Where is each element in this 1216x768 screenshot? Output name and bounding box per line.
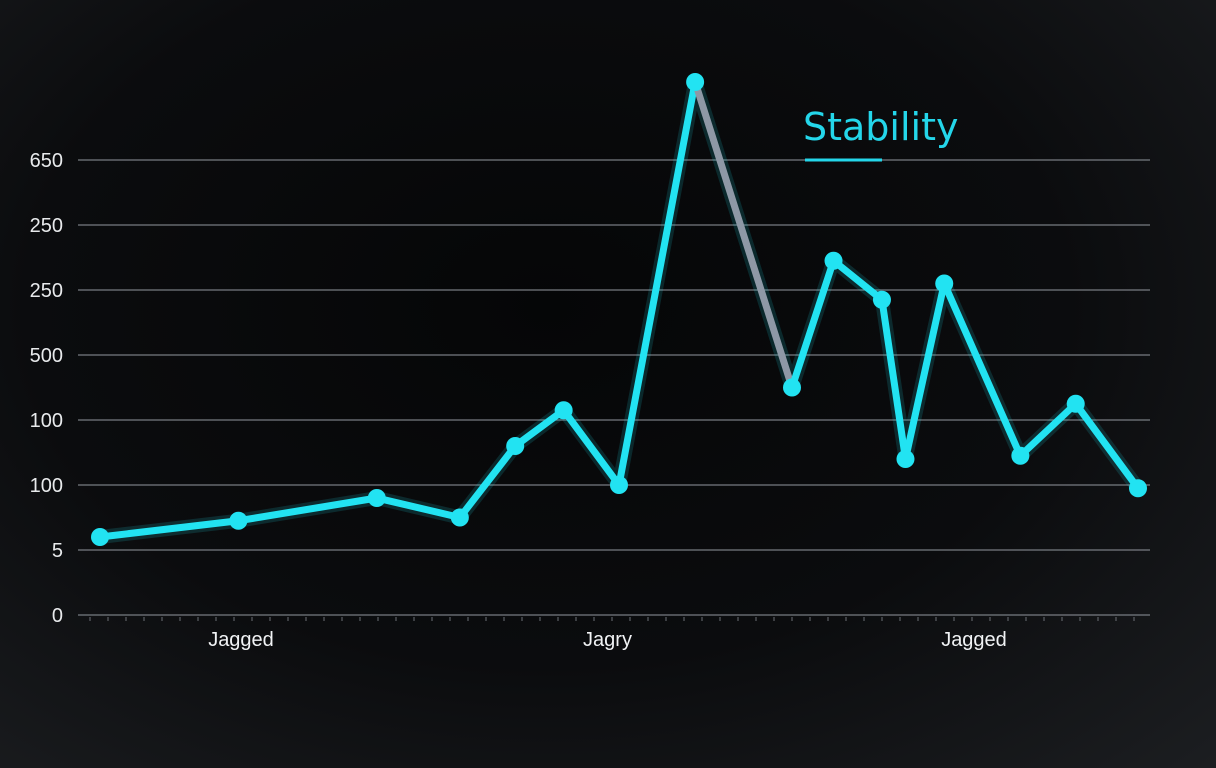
series-lines [93,75,1145,544]
legend: Stability [803,105,959,162]
data-point [686,73,705,91]
y-tick-label: 250 [30,215,63,237]
data-point [450,508,469,527]
series-segment-highlight [691,78,796,391]
series-segment [560,406,623,489]
data-point [1066,394,1085,413]
y-tick-label: 100 [30,410,63,432]
series-segment [878,296,909,463]
data-point [935,274,954,293]
x-axis: Jagged Jagry Jagged [89,617,1135,651]
series-segment [1072,400,1142,492]
x-tick-label: Jagged [208,629,274,651]
data-point [91,528,109,546]
data-point [610,476,628,494]
data-point [554,401,573,420]
y-axis: 650 250 250 500 100 100 5 0 [30,150,63,627]
series-segment [234,494,381,525]
data-point [824,251,843,270]
series-segment [788,257,838,391]
y-tick-label: 100 [30,475,63,497]
series-segment [901,280,948,463]
series-segment [511,406,568,450]
data-point [1129,479,1147,498]
y-tick-label: 250 [30,280,63,302]
series-segment [1016,400,1080,460]
y-tick-label: 650 [30,150,63,172]
series-segment [830,257,886,304]
series-segment [615,78,699,489]
y-tick-label: 500 [30,345,63,367]
series-points [91,73,1147,546]
legend-label: Stability [803,105,959,149]
data-point [872,290,891,309]
series-segment [456,442,519,521]
data-point [1011,446,1030,465]
data-point [367,489,386,507]
y-tick-label: 0 [52,605,63,627]
series-segment [373,494,464,521]
x-tick-label: Jagry [583,629,632,651]
data-point [896,450,915,468]
data-point [229,511,248,530]
y-tick-label: 5 [52,540,63,562]
series-segment [940,280,1024,460]
data-point [783,378,801,397]
data-point [506,437,525,455]
x-tick-label: Jagged [941,629,1007,651]
series-segment [96,517,242,541]
